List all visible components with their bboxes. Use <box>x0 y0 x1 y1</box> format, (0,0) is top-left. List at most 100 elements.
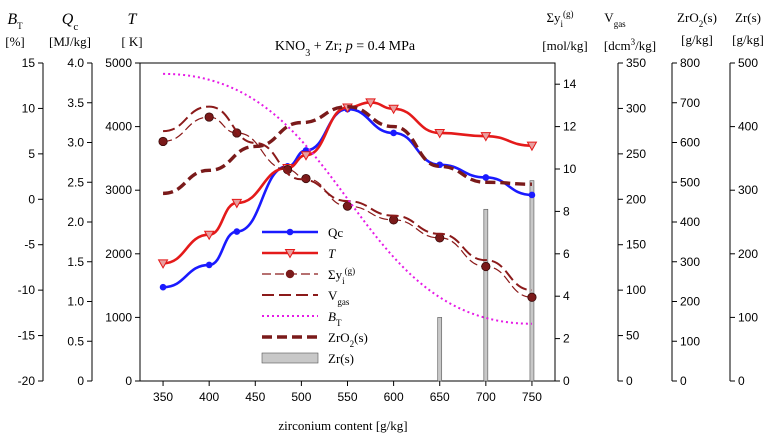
SigY-tick-label: 12 <box>563 120 577 134</box>
legend-marker <box>284 249 296 259</box>
Vgas-tick-label: 150 <box>626 238 646 252</box>
series-T-point <box>480 132 492 142</box>
ZrO2-tick-label: 500 <box>680 175 700 189</box>
Qc-axis-unit: [MJ/kg] <box>49 34 91 49</box>
legend-marker <box>286 228 294 236</box>
series-Σyi(g)-point <box>204 112 214 122</box>
ZrO2-tick-label: 0 <box>680 374 687 388</box>
legend-label: Zr(s) <box>328 351 354 366</box>
Qc-tick-label: 0 <box>77 374 84 388</box>
x-tick-label: 600 <box>384 390 404 404</box>
bars-layer <box>437 180 535 382</box>
series-Σyi(g)-point <box>481 261 491 272</box>
T-tick-label: 4000 <box>105 120 132 134</box>
x-tick-label: 350 <box>153 390 173 404</box>
x-tick-label: 750 <box>522 390 542 404</box>
Vgas-tick-label: 250 <box>626 147 646 161</box>
SigY-tick-label: 10 <box>563 162 577 176</box>
BT-tick-label: -10 <box>18 283 36 297</box>
T-tick-label: 5000 <box>105 56 132 70</box>
series-Qc-point <box>205 261 213 269</box>
BT-axis-unit: [%] <box>5 34 25 49</box>
Vgas-axis-unit: [dcm3/kg] <box>604 37 656 53</box>
x-tick-label: 450 <box>245 390 265 404</box>
Vgas-axis-title: Vgas <box>604 10 626 29</box>
Qc-tick-label: 0.5 <box>67 334 84 348</box>
legend-label: Vgas <box>328 288 350 307</box>
Zr-tick-label: 500 <box>738 56 758 70</box>
BT-tick-label: 0 <box>28 192 35 206</box>
series-Qc-point <box>233 228 241 235</box>
axes-layer: 350 400 450 500 550 600 650 700 750-20-15-10-505… <box>5 9 764 404</box>
BT-tick-label: -15 <box>18 329 36 343</box>
ZrO2-tick-label: 700 <box>680 96 700 110</box>
Vgas-tick-label: 200 <box>626 192 646 206</box>
T-axis-unit: [ K] <box>121 34 142 49</box>
series-layer <box>157 72 538 325</box>
legend-label: Qc <box>328 225 343 240</box>
zr-bar <box>483 208 489 382</box>
chart-title: KNO3 + Zr; p = 0.4 MPa <box>275 39 416 59</box>
series-Σyi(g)-point <box>158 136 168 147</box>
series-Qc-point <box>159 283 167 291</box>
series-Σyi(g)-point <box>527 292 537 302</box>
ZrO2-tick-label: 300 <box>680 255 700 269</box>
Zr-axis-unit: [g/kg] <box>732 32 764 47</box>
zr-bar <box>529 180 535 382</box>
SigY-tick-label: 8 <box>563 204 570 218</box>
SigY-tick-label: 2 <box>563 332 570 346</box>
legend: Qc T Σyi(g) Vgas BT ZrO2(s) Zr(s) <box>261 225 368 366</box>
legend-label: ZrO2(s) <box>328 330 368 349</box>
T-tick-label: 3000 <box>105 183 132 197</box>
Qc-tick-label: 4.0 <box>67 56 84 70</box>
x-tick-label: 700 <box>476 390 496 404</box>
Qc-axis-title: Qc <box>62 11 79 33</box>
series-BT-line <box>163 72 532 325</box>
Vgas-tick-label: 50 <box>626 329 640 343</box>
SigY-tick-label: 4 <box>563 289 570 303</box>
BT-tick-label: 5 <box>28 147 35 161</box>
SigY-axis-title: Σyi(g) <box>546 9 573 29</box>
series-Qc-point <box>528 191 536 199</box>
ZrO2-tick-label: 800 <box>680 56 700 70</box>
BT-axis-title: BT <box>7 11 23 31</box>
BT-tick-label: 10 <box>22 101 36 115</box>
ZrO2-axis-unit: [g/kg] <box>681 32 713 47</box>
T-tick-label: 2000 <box>105 247 132 261</box>
x-tick-label: 550 <box>337 390 357 404</box>
x-tick-label: 650 <box>430 390 450 404</box>
series-Σyi(g)-point <box>389 215 399 225</box>
Vgas-tick-label: 100 <box>626 283 646 297</box>
Vgas-tick-label: 300 <box>626 101 646 115</box>
Vgas-tick-label: 0 <box>626 374 633 388</box>
legend-label: Σyi(g) <box>328 266 355 286</box>
series-Σyi(g)-point <box>342 201 353 211</box>
BT-tick-label: 15 <box>22 56 36 70</box>
BT-tick-label: -5 <box>24 238 35 252</box>
SigY-axis-unit: [mol/kg] <box>542 38 588 53</box>
BT-tick-label: -20 <box>18 374 36 388</box>
Zr-axis-title: Zr(s) <box>735 10 761 25</box>
Qc-tick-label: 1.5 <box>67 255 84 269</box>
series-T-point <box>157 259 169 269</box>
x-axis-label: zirconium content [g/kg] <box>278 418 407 433</box>
series-T-point <box>365 98 376 108</box>
SigY-tick-label: 0 <box>563 374 570 388</box>
series-T-point <box>300 151 312 161</box>
series-Vgas-line <box>163 105 533 292</box>
series-T-point <box>231 198 243 209</box>
Zr-tick-label: 400 <box>738 120 758 134</box>
legend-label: BT <box>328 309 342 328</box>
series-Qc-point <box>482 174 490 181</box>
Qc-tick-label: 2.5 <box>67 175 84 189</box>
zr-bar <box>437 317 443 382</box>
legend-label: T <box>328 246 336 261</box>
series-T-point <box>388 104 399 115</box>
SigY-tick-label: 14 <box>563 77 577 91</box>
T-axis-title: T <box>128 11 138 28</box>
Vgas-tick-label: 350 <box>626 56 646 70</box>
ZrO2-axis-title: ZrO2(s) <box>677 10 717 29</box>
Zr-tick-label: 200 <box>738 247 758 261</box>
ZrO2-tick-label: 600 <box>680 136 700 150</box>
